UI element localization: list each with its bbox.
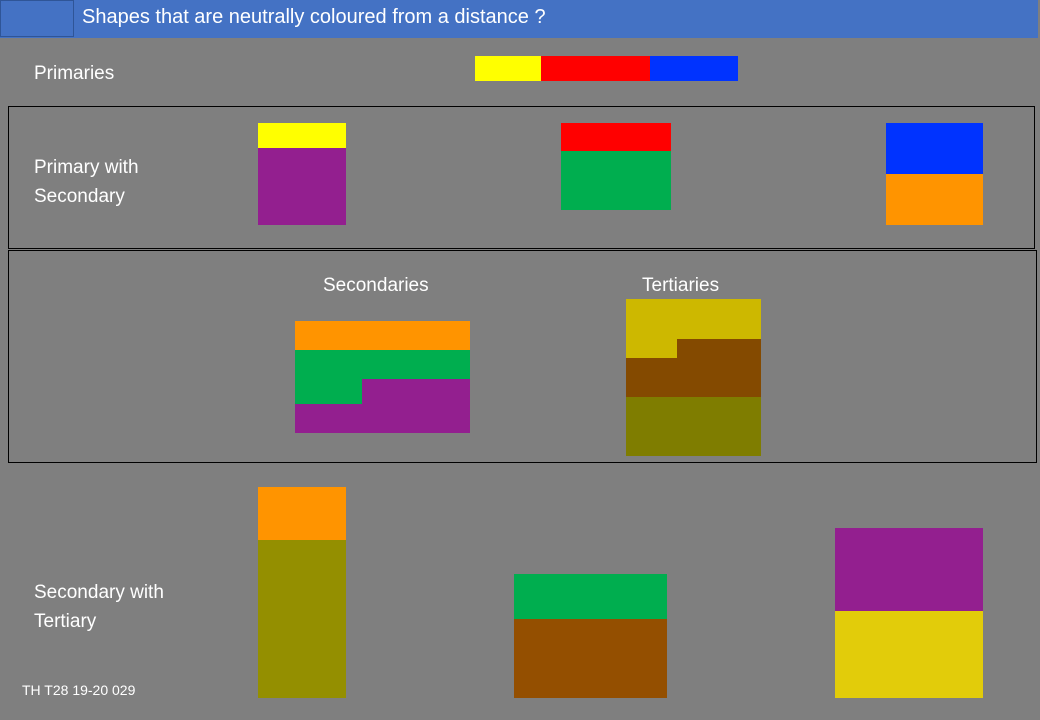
page-title: Shapes that are neutrally coloured from …	[82, 6, 546, 28]
label-secondary-with-tertiary: Secondary with Tertiary	[34, 582, 164, 632]
secondaries-orange	[295, 321, 470, 350]
tertiaries-mustard-step	[626, 339, 677, 358]
secondaries-purple-bottom	[295, 404, 470, 433]
swatch-brown-bottom	[514, 619, 667, 698]
swatch-olive-bottom	[258, 540, 346, 698]
label-primaries: Primaries	[34, 63, 115, 84]
label-secondaries: Secondaries	[323, 275, 429, 296]
tertiaries-brown-step	[677, 339, 761, 358]
swatch-yellow-top	[258, 123, 346, 148]
swatch-red	[541, 56, 650, 81]
tertiaries-brown	[626, 358, 761, 397]
title-swatch	[0, 0, 74, 37]
swatch-green-bottom	[561, 151, 671, 210]
swatch-purple-top	[835, 528, 983, 611]
swatch-yellow-bottom	[835, 611, 983, 698]
swatch-orange-top	[258, 487, 346, 540]
label-primary-with-secondary: Primary with Secondary	[34, 157, 139, 207]
title-bar	[0, 0, 1038, 38]
secondaries-purple-step	[362, 379, 470, 404]
swatch-yellow	[475, 56, 541, 81]
frame-primary-with-secondary	[8, 106, 1035, 249]
swatch-blue	[650, 56, 738, 81]
swatch-blue-top	[886, 123, 983, 174]
secondaries-green-step	[295, 379, 362, 404]
swatch-orange-bottom	[886, 174, 983, 225]
secondaries-green-top	[295, 350, 470, 379]
footer-code: TH T28 19-20 029	[22, 682, 136, 698]
swatch-red-top	[561, 123, 671, 151]
tertiaries-mustard-top	[626, 299, 761, 339]
label-tertiaries: Tertiaries	[642, 275, 720, 296]
tertiaries-olive	[626, 397, 761, 456]
swatch-green-top	[514, 574, 667, 619]
swatch-purple-bottom	[258, 148, 346, 225]
frame-secondaries-tertiaries	[8, 250, 1037, 463]
